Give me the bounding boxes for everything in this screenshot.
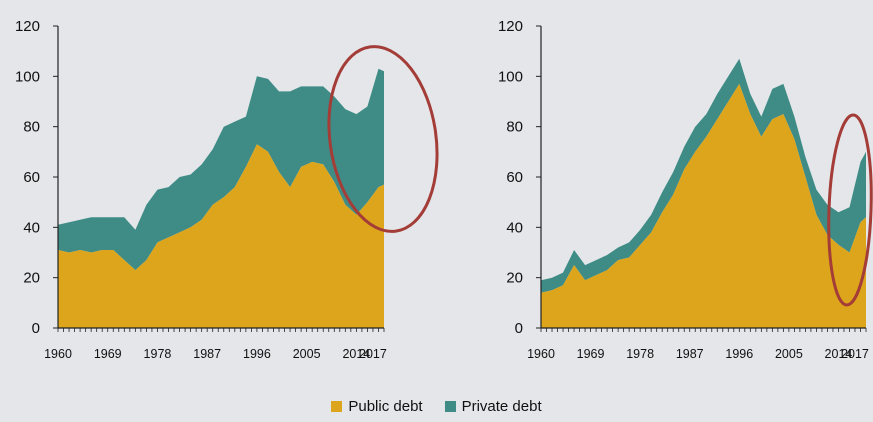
y-tick-label: 100 <box>15 68 40 85</box>
legend-item-private: Private debt <box>444 398 542 415</box>
x-tick-label: 1969 <box>577 347 605 361</box>
x-tick-label: 1969 <box>94 347 122 361</box>
x-tick-label: 1987 <box>676 347 704 361</box>
legend-swatch-public <box>331 401 343 412</box>
x-tick-label: 2017 <box>359 347 387 361</box>
x-tick-label: 1960 <box>44 347 72 361</box>
highlight-ellipse <box>827 113 873 307</box>
legend-label-public: Public debt <box>348 398 423 415</box>
legend-label-private: Private debt <box>461 398 542 415</box>
highlight-ellipse <box>327 45 439 233</box>
series-area-public-debt <box>58 144 384 328</box>
charts-canvas: 0 20 40 60 80 100 120 1960 1969 1978 1987 1996 2005 2… <box>15 18 873 361</box>
x-tick-label: 1987 <box>193 347 221 361</box>
y-tick-label: 40 <box>506 219 523 236</box>
x-tick-label: 1960 <box>527 347 555 361</box>
y-tick-label: 120 <box>15 18 40 35</box>
legend-swatch-private <box>444 401 456 412</box>
x-tick-label: 1978 <box>626 347 654 361</box>
x-tick-label: 1978 <box>144 347 172 361</box>
y-tick-label: 60 <box>23 169 40 186</box>
x-tick-label: 2017 <box>841 347 869 361</box>
y-tick-label: 60 <box>506 169 523 186</box>
y-tick-label: 20 <box>23 270 40 287</box>
series-area-public-debt <box>541 83 866 329</box>
x-tick-label: 1996 <box>243 347 271 361</box>
x-tick-label: 2005 <box>293 347 321 361</box>
x-tick-label: 1996 <box>725 347 753 361</box>
chart-right: 0 20 40 60 80 100 120 1960 1969 1978 1987 1996 2005 2… <box>498 18 873 361</box>
y-tick-label: 80 <box>23 119 40 136</box>
y-tick-label: 100 <box>498 68 523 85</box>
x-tick-label: 2014 <box>825 347 853 361</box>
chart-left: 0 20 40 60 80 100 120 1960 1969 1978 1987 1996 2005 2… <box>15 18 439 361</box>
x-tick-label: 2005 <box>775 347 803 361</box>
x-tick-label: 2014 <box>342 347 370 361</box>
y-tick-label: 0 <box>515 320 523 337</box>
y-tick-label: 40 <box>23 219 40 236</box>
legend-item-public: Public debt <box>331 398 423 415</box>
y-tick-label: 80 <box>506 119 523 136</box>
y-tick-label: 120 <box>498 18 523 35</box>
y-tick-label: 0 <box>32 320 40 337</box>
y-tick-label: 20 <box>506 270 523 287</box>
series-area-private-debt <box>58 68 384 271</box>
legend: Public debt Private debt <box>0 398 873 415</box>
